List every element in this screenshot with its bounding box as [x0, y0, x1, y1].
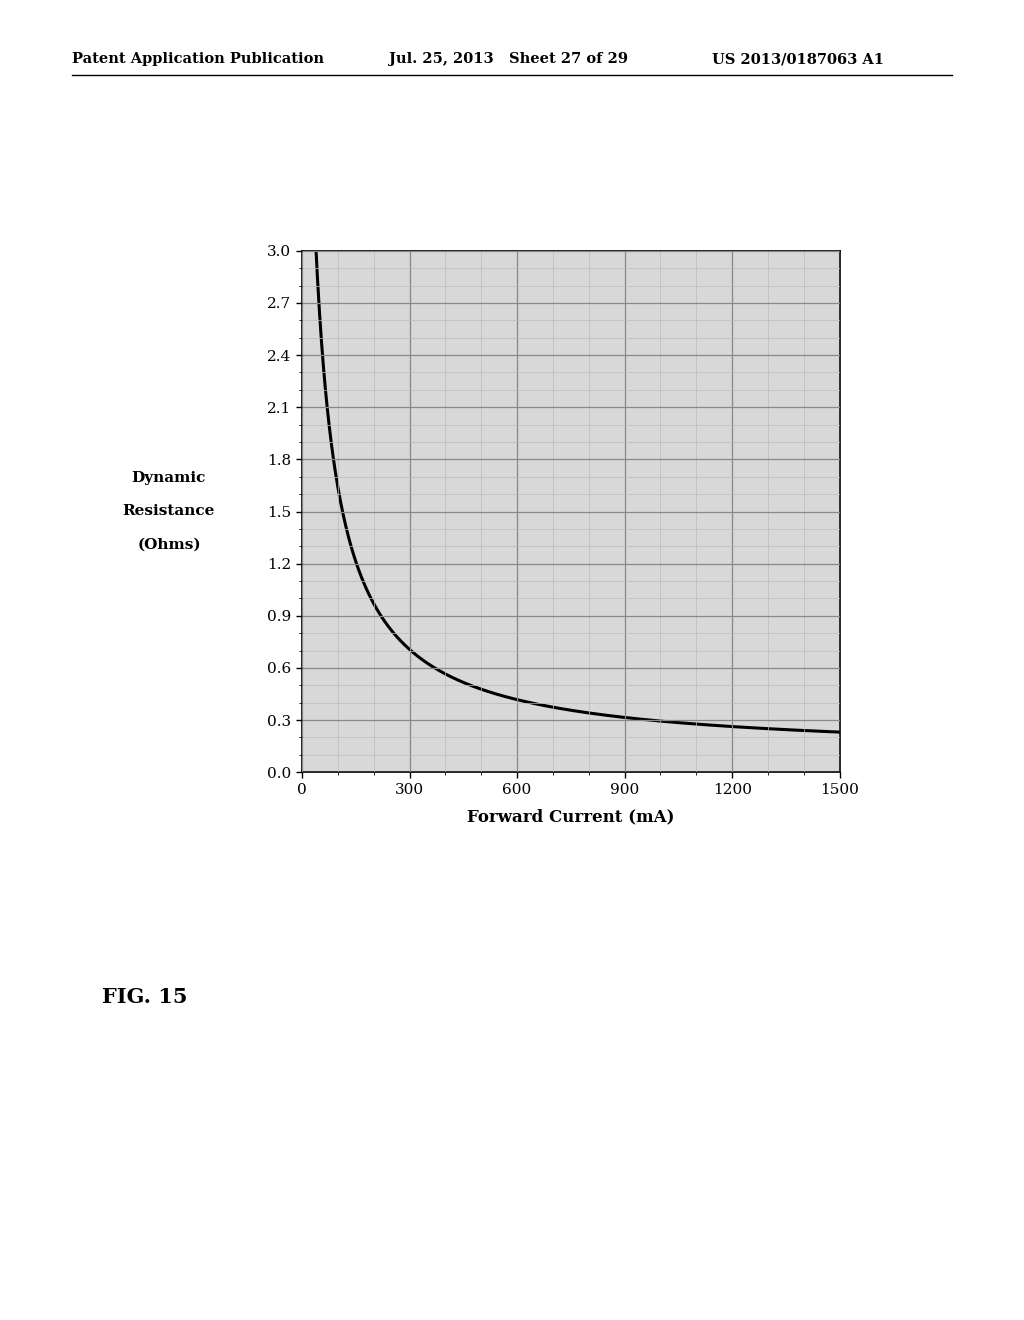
Text: Jul. 25, 2013   Sheet 27 of 29: Jul. 25, 2013 Sheet 27 of 29 [389, 53, 628, 66]
Text: FIG. 15: FIG. 15 [102, 986, 187, 1007]
Text: (Ohms): (Ohms) [137, 537, 201, 552]
Text: Patent Application Publication: Patent Application Publication [72, 53, 324, 66]
Text: US 2013/0187063 A1: US 2013/0187063 A1 [712, 53, 884, 66]
Text: Resistance: Resistance [123, 504, 215, 519]
X-axis label: Forward Current (mA): Forward Current (mA) [467, 808, 675, 825]
Text: Dynamic: Dynamic [132, 471, 206, 486]
